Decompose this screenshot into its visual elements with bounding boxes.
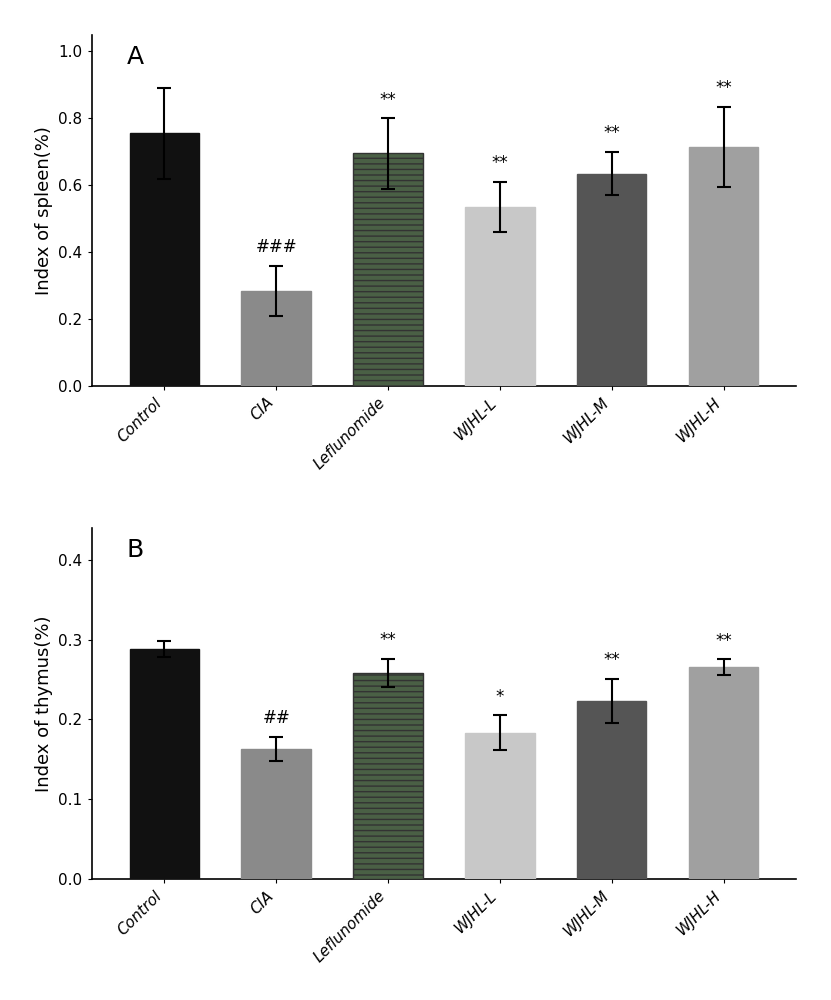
Bar: [130, 133, 199, 386]
Text: **: **: [491, 154, 509, 172]
Y-axis label: Index of spleen(%): Index of spleen(%): [35, 126, 52, 295]
Bar: [242, 291, 311, 386]
Text: **: **: [715, 79, 732, 97]
Text: **: **: [380, 91, 396, 109]
Text: **: **: [380, 631, 396, 649]
Bar: [353, 673, 423, 879]
Bar: [130, 649, 199, 879]
Text: *: *: [495, 688, 504, 706]
Bar: [465, 207, 534, 386]
Bar: [465, 733, 534, 879]
Text: **: **: [715, 632, 732, 650]
Bar: [577, 174, 647, 386]
Text: ##: ##: [263, 709, 290, 727]
Text: **: **: [603, 124, 620, 142]
Y-axis label: Index of thymus(%): Index of thymus(%): [35, 615, 52, 792]
Bar: [242, 749, 311, 879]
Bar: [689, 147, 758, 386]
Bar: [577, 701, 647, 879]
Text: A: A: [127, 45, 144, 69]
Bar: [689, 667, 758, 879]
Text: ###: ###: [255, 238, 297, 256]
Bar: [353, 153, 423, 386]
Text: B: B: [127, 538, 144, 562]
Text: **: **: [603, 651, 620, 669]
